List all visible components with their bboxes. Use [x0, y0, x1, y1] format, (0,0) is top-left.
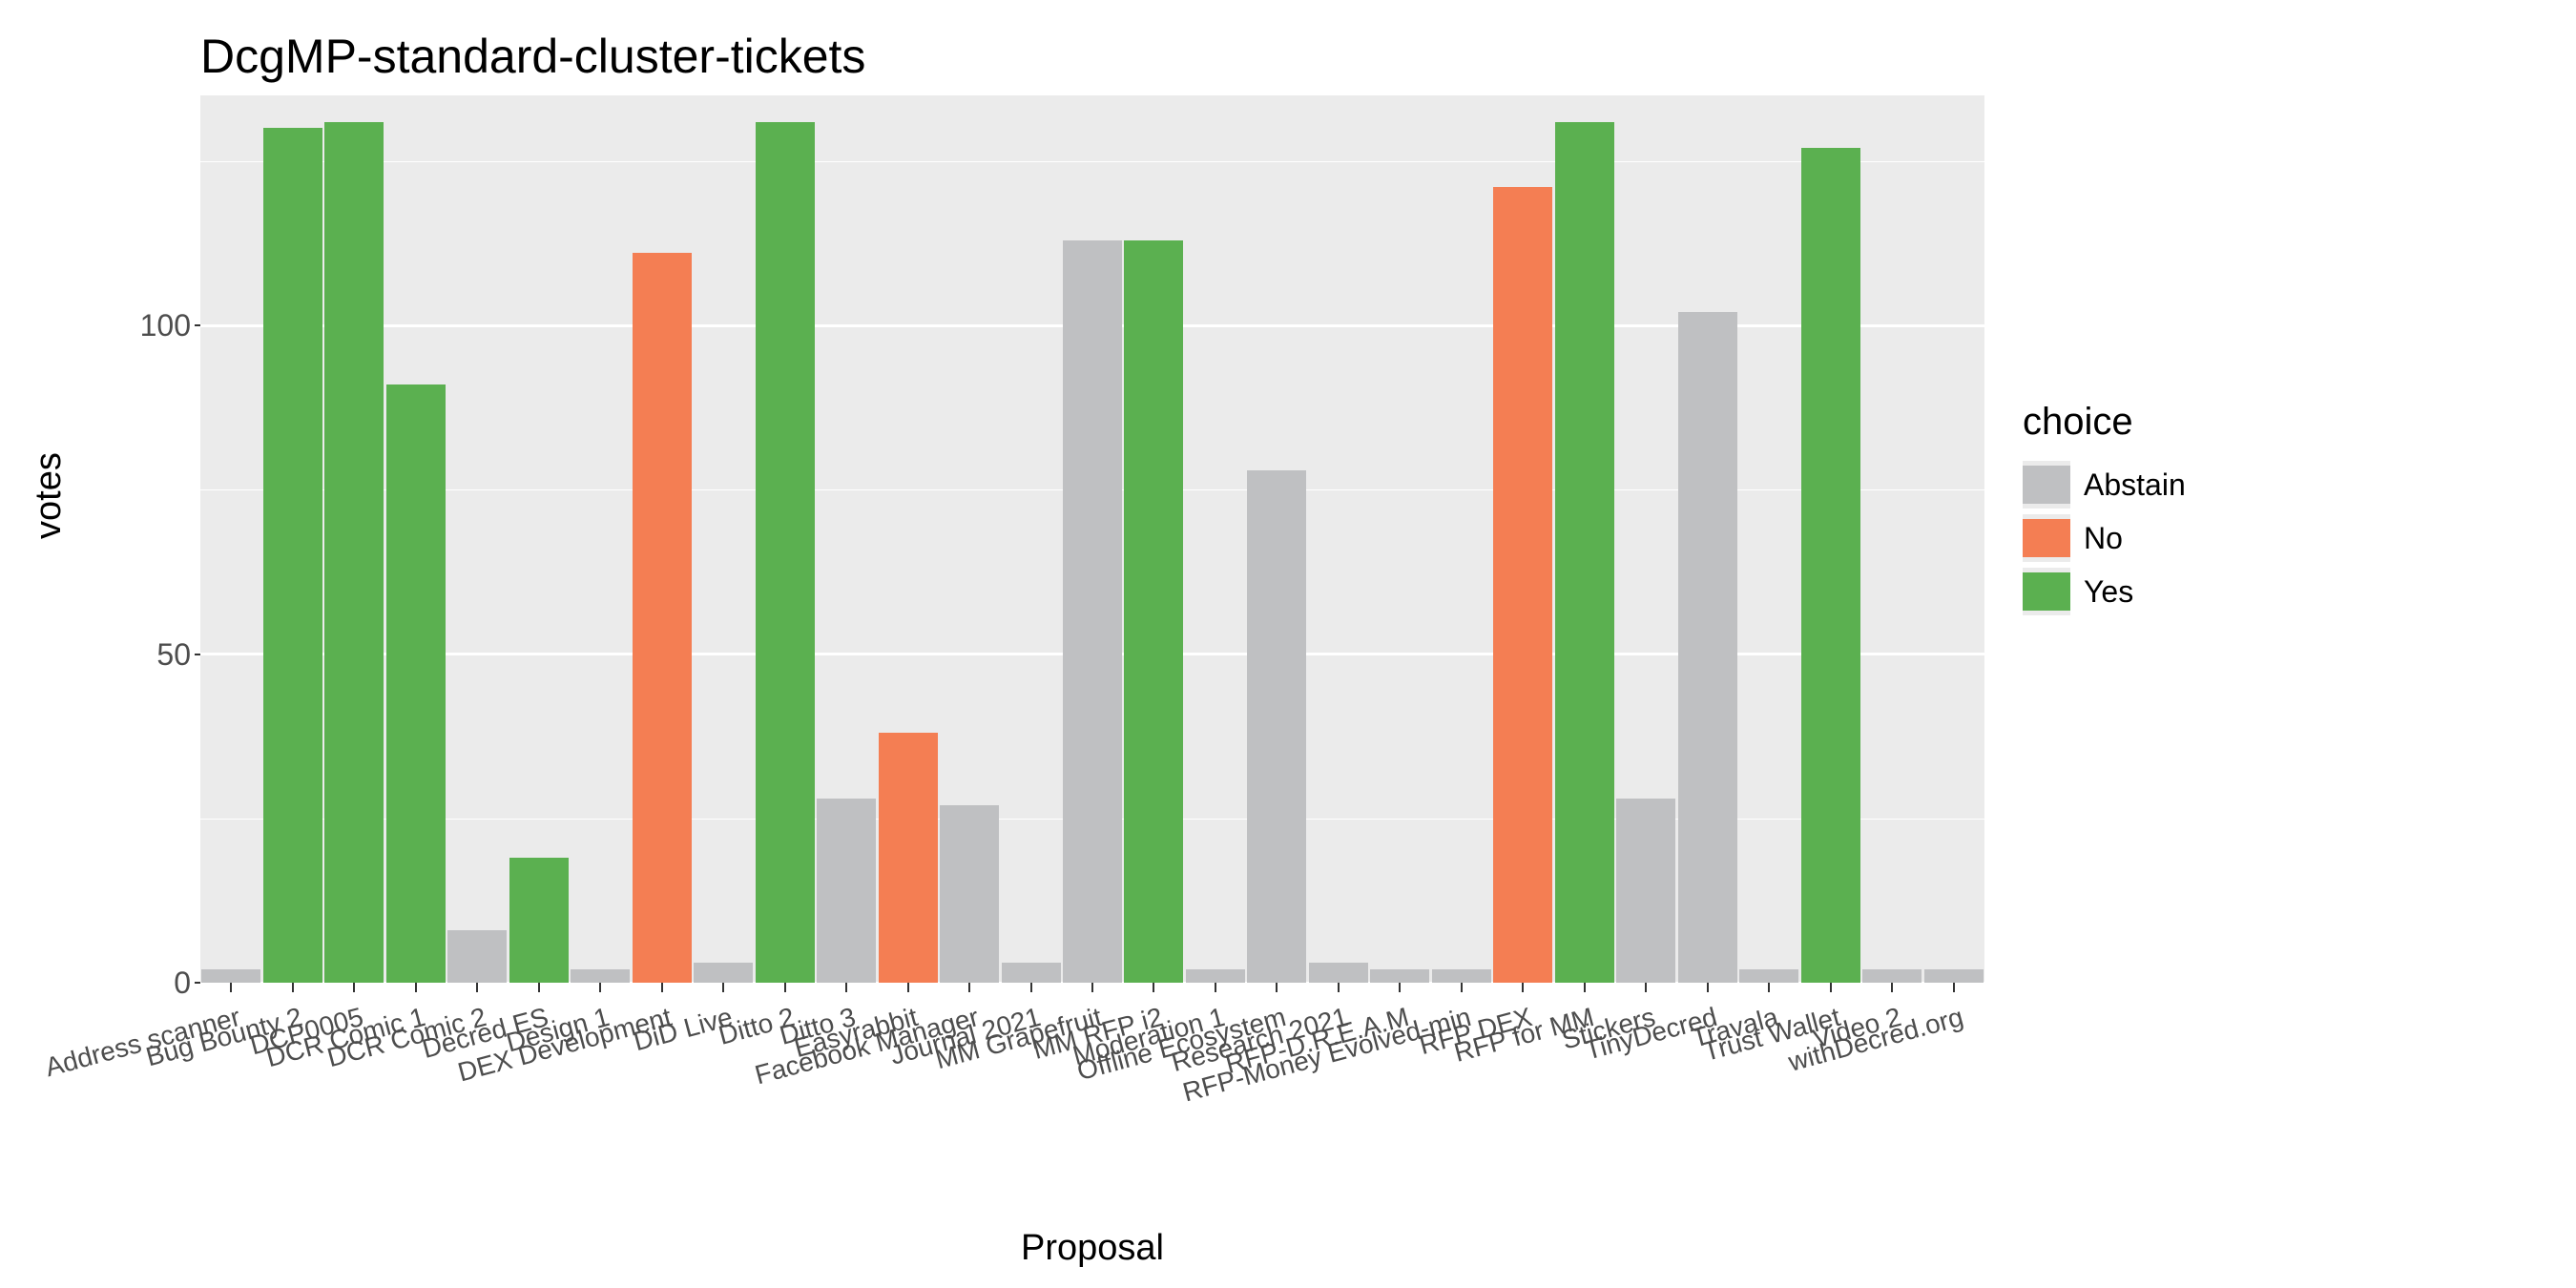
x-tick-mark [845, 983, 847, 992]
legend-title: choice [2023, 401, 2500, 444]
bar [633, 253, 692, 983]
x-tick-mark [292, 983, 294, 992]
bar [940, 805, 999, 983]
x-tick-mark [230, 983, 232, 992]
bar [324, 122, 384, 983]
x-tick-mark [1953, 983, 1955, 992]
legend-swatch [2023, 572, 2070, 611]
bar [1063, 240, 1122, 983]
bar [694, 963, 753, 983]
x-tick-mark [1830, 983, 1832, 992]
legend-label: Yes [2084, 574, 2133, 610]
x-tick-mark [353, 983, 355, 992]
x-tick-mark [1399, 983, 1401, 992]
y-tick-label: 50 [95, 637, 191, 673]
bar [201, 969, 260, 983]
legend-item: No [2023, 514, 2500, 562]
y-tick-label: 0 [95, 966, 191, 1001]
legend-swatch [2023, 466, 2070, 504]
bar [509, 858, 569, 983]
bar [1862, 969, 1922, 983]
legend-item: Abstain [2023, 461, 2500, 509]
x-tick-mark [1522, 983, 1524, 992]
legend-item: Yes [2023, 568, 2500, 615]
y-tick-mark [195, 324, 200, 326]
y-axis-label: votes [29, 452, 70, 539]
bar [1616, 799, 1675, 983]
bar [1678, 312, 1737, 983]
bar [756, 122, 815, 983]
x-axis-label: Proposal [0, 1228, 2185, 1269]
y-tick-mark [195, 654, 200, 655]
bar [1186, 969, 1245, 983]
bar [1002, 963, 1061, 983]
x-tick-mark [1707, 983, 1709, 992]
x-tick-mark [1461, 983, 1463, 992]
bar [879, 733, 938, 983]
legend-swatch [2023, 519, 2070, 557]
x-tick-mark [1215, 983, 1216, 992]
x-tick-mark [538, 983, 540, 992]
bar [1801, 148, 1860, 983]
x-tick-mark [1891, 983, 1893, 992]
chart-title: DcgMP-standard-cluster-tickets [200, 29, 865, 84]
x-tick-mark [661, 983, 663, 992]
x-tick-mark [1645, 983, 1647, 992]
bar [386, 384, 446, 983]
x-tick-mark [476, 983, 478, 992]
x-tick-mark [599, 983, 601, 992]
bar [1124, 240, 1183, 983]
legend-swatch-bg [2023, 514, 2070, 562]
bar [817, 799, 876, 983]
gridline-h-minor [200, 161, 1984, 162]
x-tick-mark [415, 983, 417, 992]
x-tick-mark [1153, 983, 1154, 992]
y-tick-mark [195, 982, 200, 984]
legend-label: Abstain [2084, 467, 2186, 503]
x-tick-mark [1276, 983, 1278, 992]
bar [1370, 969, 1429, 983]
bar [1432, 969, 1491, 983]
bar [571, 969, 630, 983]
legend: choice Abstain No Yes [2023, 401, 2500, 621]
bar [1309, 963, 1368, 983]
legend-label: No [2084, 521, 2123, 556]
legend-swatch-bg [2023, 568, 2070, 615]
plot-panel [200, 95, 1984, 983]
x-tick-mark [1584, 983, 1586, 992]
bar [1924, 969, 1984, 983]
bar [1247, 470, 1306, 983]
x-tick-mark [1030, 983, 1032, 992]
x-tick-mark [907, 983, 909, 992]
bar [1555, 122, 1614, 983]
chart-container: DcgMP-standard-cluster-tickets votes Pro… [0, 0, 2576, 1288]
bar [1739, 969, 1798, 983]
x-tick-mark [968, 983, 970, 992]
bar [1493, 187, 1552, 983]
x-tick-mark [722, 983, 724, 992]
x-tick-mark [1338, 983, 1340, 992]
x-tick-mark [784, 983, 786, 992]
y-tick-label: 100 [95, 308, 191, 343]
bar [263, 128, 322, 983]
bar [447, 930, 507, 983]
legend-swatch-bg [2023, 461, 2070, 509]
x-tick-mark [1768, 983, 1770, 992]
x-tick-mark [1091, 983, 1093, 992]
